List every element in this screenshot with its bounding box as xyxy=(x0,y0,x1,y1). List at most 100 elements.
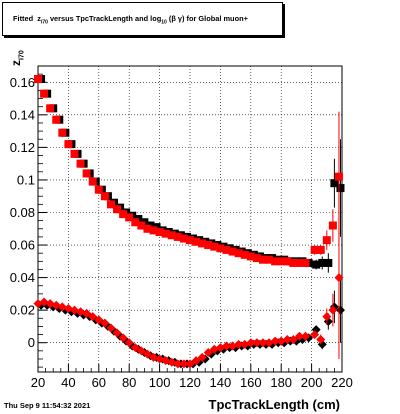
data-point-diamond xyxy=(82,308,92,318)
title-z-sub: I70 xyxy=(40,19,48,26)
data-point-square xyxy=(324,258,333,267)
data-point-square xyxy=(155,228,164,237)
title-box: Fitted zI70 versus TpcTrackLength and lo… xyxy=(2,2,283,36)
data-point-diamond xyxy=(191,356,201,366)
data-point-diamond xyxy=(221,341,231,351)
data-point-square xyxy=(289,258,298,267)
data-point-diamond xyxy=(106,323,116,333)
data-point-square xyxy=(322,236,331,245)
y-tick-label: 0.14 xyxy=(10,107,35,122)
y-tick-label: 0.04 xyxy=(10,270,35,285)
y-tick-label: 0.1 xyxy=(17,172,35,187)
y-tick-label: 0.12 xyxy=(10,140,35,155)
data-point-square xyxy=(234,249,243,258)
data-point-square xyxy=(52,115,61,124)
data-point-square xyxy=(318,258,327,267)
data-point-square xyxy=(125,213,134,222)
data-point-square xyxy=(198,239,207,248)
data-point-square xyxy=(143,224,152,233)
data-point-diamond xyxy=(173,359,183,369)
data-point-square xyxy=(70,149,79,158)
title-suffix: (β γ) for Global muon+ xyxy=(168,14,248,23)
data-point-diamond xyxy=(94,315,104,325)
data-point-square xyxy=(64,140,73,149)
data-point-square xyxy=(210,242,219,251)
x-tick-label: 40 xyxy=(61,375,75,390)
data-point-square xyxy=(336,184,345,193)
data-point-square xyxy=(228,247,237,256)
x-tick-label: 180 xyxy=(270,375,292,390)
x-tick-label: 160 xyxy=(240,375,262,390)
data-point-diamond xyxy=(328,305,338,315)
data-point-square xyxy=(46,104,55,113)
data-point-diamond xyxy=(316,334,326,344)
y-axis-title-main: z xyxy=(9,60,23,66)
data-point-square xyxy=(301,258,310,267)
data-point-square xyxy=(106,200,115,209)
y-tick-label: 0.08 xyxy=(10,205,35,220)
data-point-square xyxy=(161,229,170,238)
data-point-square xyxy=(34,75,42,84)
x-tick-label: 140 xyxy=(210,375,232,390)
y-tick-labels: 0 0.02 0.04 0.06 0.08 0.1 0.12 0.14 0.16 xyxy=(10,75,35,350)
data-point-diamond xyxy=(252,338,262,348)
data-point-diamond xyxy=(197,352,207,362)
data-point-diamond xyxy=(118,333,128,343)
y-tick-label: 0.06 xyxy=(10,238,35,253)
x-tick-label: 80 xyxy=(122,375,136,390)
data-point-square xyxy=(94,185,103,194)
y-tick-label: 0 xyxy=(28,335,35,350)
data-point-diamond xyxy=(142,349,152,359)
data-point-diamond xyxy=(88,312,98,322)
x-tick-label: 60 xyxy=(92,375,106,390)
data-point-square xyxy=(252,254,261,263)
data-point-square xyxy=(82,169,91,178)
data-point-diamond xyxy=(310,330,320,340)
data-point-square xyxy=(40,89,49,98)
data-point-square xyxy=(192,237,201,246)
data-point-square xyxy=(137,221,146,230)
data-point-square xyxy=(334,172,343,181)
data-point-square xyxy=(277,257,286,266)
data-point-diamond xyxy=(234,339,244,349)
data-point-diamond xyxy=(288,334,298,344)
data-point-square xyxy=(295,258,304,267)
y-tick-label: 0.16 xyxy=(10,75,35,90)
data-point-diamond xyxy=(282,334,292,344)
data-point-square xyxy=(149,226,158,235)
footer-date: Thu Sep 9 11:54:32 2021 xyxy=(4,401,91,410)
data-point-diamond xyxy=(258,338,268,348)
data-point-diamond xyxy=(270,336,280,346)
axis-ticks xyxy=(37,73,343,372)
x-tick-label: 20 xyxy=(31,375,45,390)
x-tick-label: 200 xyxy=(301,375,323,390)
data-point-square xyxy=(246,252,255,261)
y-tick-label: 0.02 xyxy=(10,303,35,318)
data-point-square xyxy=(100,192,109,201)
data-point-diamond xyxy=(185,359,195,369)
data-point-square xyxy=(204,241,213,250)
data-point-square xyxy=(216,244,225,253)
data-point-diamond xyxy=(322,312,332,322)
x-tick-labels: 20 40 60 80 100 120 140 160 180 200 220 xyxy=(31,375,353,390)
data-point-square xyxy=(113,205,122,214)
data-point-square xyxy=(271,257,280,266)
title-middle: versus TpcTrackLength and log xyxy=(47,14,162,23)
data-point-diamond xyxy=(124,338,134,348)
data-points xyxy=(33,75,345,369)
data-point-square xyxy=(240,250,249,259)
data-point-diamond xyxy=(179,359,189,369)
data-point-square xyxy=(186,236,194,245)
data-point-diamond xyxy=(100,318,110,328)
data-point-diamond xyxy=(301,331,311,341)
data-point-square xyxy=(222,245,231,254)
title-z: z xyxy=(37,14,41,23)
data-point-square xyxy=(265,255,274,264)
data-point-diamond xyxy=(130,343,140,353)
data-point-square xyxy=(310,245,319,254)
data-point-square xyxy=(258,255,267,264)
data-point-diamond xyxy=(203,347,213,357)
x-tick-label: 220 xyxy=(331,375,353,390)
x-tick-label: 100 xyxy=(149,375,171,390)
data-point-square xyxy=(316,245,325,254)
